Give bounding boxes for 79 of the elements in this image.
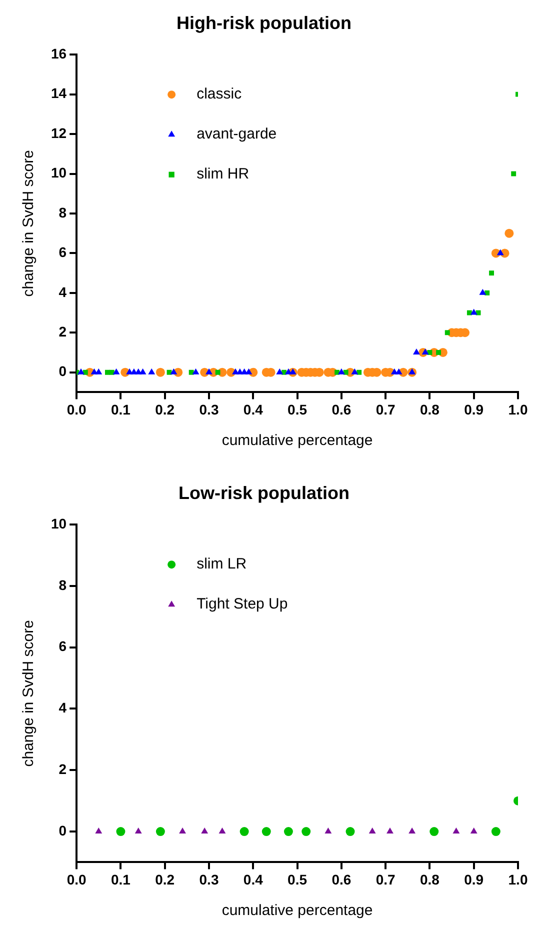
y-tick-label: 10 (50, 515, 67, 532)
point (289, 368, 296, 374)
y-tick-label: 0 (58, 363, 67, 380)
point (105, 370, 110, 375)
x-tick-label: 0.2 (155, 871, 175, 888)
x-tick-label: 0.4 (243, 871, 264, 888)
x-axis-title: cumulative percentage (222, 432, 373, 450)
x-tick-label: 0.2 (155, 401, 175, 418)
point (511, 171, 516, 176)
point (276, 368, 284, 374)
point (413, 348, 420, 354)
point (338, 368, 345, 374)
x-axis-title: cumulative percentage (222, 902, 373, 920)
legend-label: Tight Step Up (196, 596, 288, 613)
point (245, 368, 252, 374)
x-tick-label: 0.5 (288, 871, 308, 888)
point (504, 228, 514, 238)
x-tick-label: 0.6 (332, 401, 352, 418)
x-tick-label: 0.4 (243, 401, 264, 418)
x-tick-label: 0.6 (332, 871, 352, 888)
chart-title: Low-risk population (178, 482, 350, 503)
y-tick-label: 14 (50, 85, 67, 102)
y-tick-label: 12 (50, 124, 67, 141)
point (408, 368, 416, 374)
point (334, 370, 340, 375)
point (95, 368, 102, 374)
legend-label: classic (196, 86, 242, 103)
point (444, 330, 450, 336)
point (422, 348, 429, 354)
y-tick-label: 4 (58, 700, 67, 716)
x-tick-label: 0.8 (420, 401, 440, 418)
point (148, 368, 156, 374)
point (82, 370, 88, 375)
point (479, 288, 486, 295)
x-tick-label: 1.0 (508, 401, 528, 418)
x-tick-label: 0.5 (288, 401, 308, 418)
y-tick-label: 8 (58, 576, 67, 593)
point (215, 370, 220, 375)
y-tick-label: 0 (58, 822, 67, 838)
chart-title: High-risk population (176, 12, 352, 33)
point (470, 308, 478, 315)
y-tick-label: 2 (58, 760, 67, 777)
point (112, 368, 120, 374)
point (496, 249, 504, 256)
x-tick-label: 0.1 (110, 401, 131, 418)
x-tick-label: 0.8 (420, 871, 440, 888)
y-tick-label: 10 (50, 164, 67, 181)
x-tick-label: 0.1 (110, 871, 131, 888)
legend-label: avant-garde (196, 126, 277, 143)
point (489, 270, 494, 276)
point (343, 370, 348, 375)
y-tick-label: 8 (58, 204, 67, 220)
x-tick-label: 0.9 (464, 401, 484, 418)
y-tick-label: 16 (50, 45, 67, 62)
y-tick-label: 6 (58, 638, 67, 654)
y-tick-label: 4 (58, 284, 67, 300)
point (436, 350, 442, 355)
y-axis-title: change in SvdH score (20, 150, 38, 297)
point (78, 368, 84, 374)
point (395, 368, 402, 374)
x-tick-label: 0.7 (376, 401, 396, 418)
point (139, 368, 146, 374)
x-tick-label: 0.7 (376, 871, 396, 888)
point (192, 368, 200, 374)
point (170, 368, 178, 374)
x-tick-label: 0.3 (199, 401, 219, 418)
point (156, 368, 165, 377)
legend-label: slim LR (196, 556, 247, 573)
x-tick-label: 1.0 (508, 871, 528, 888)
x-tick-label: 0.0 (66, 401, 87, 418)
legend-label: slim HR (196, 166, 250, 183)
y-tick-label: 2 (58, 323, 67, 340)
point (206, 368, 212, 374)
x-tick-label: 0.0 (66, 871, 87, 888)
y-tick-label: 6 (58, 244, 67, 260)
y-axis-title: change in SvdH score (20, 620, 38, 767)
point (351, 368, 358, 374)
x-tick-label: 0.9 (464, 871, 484, 888)
x-tick-label: 0.3 (199, 871, 219, 888)
